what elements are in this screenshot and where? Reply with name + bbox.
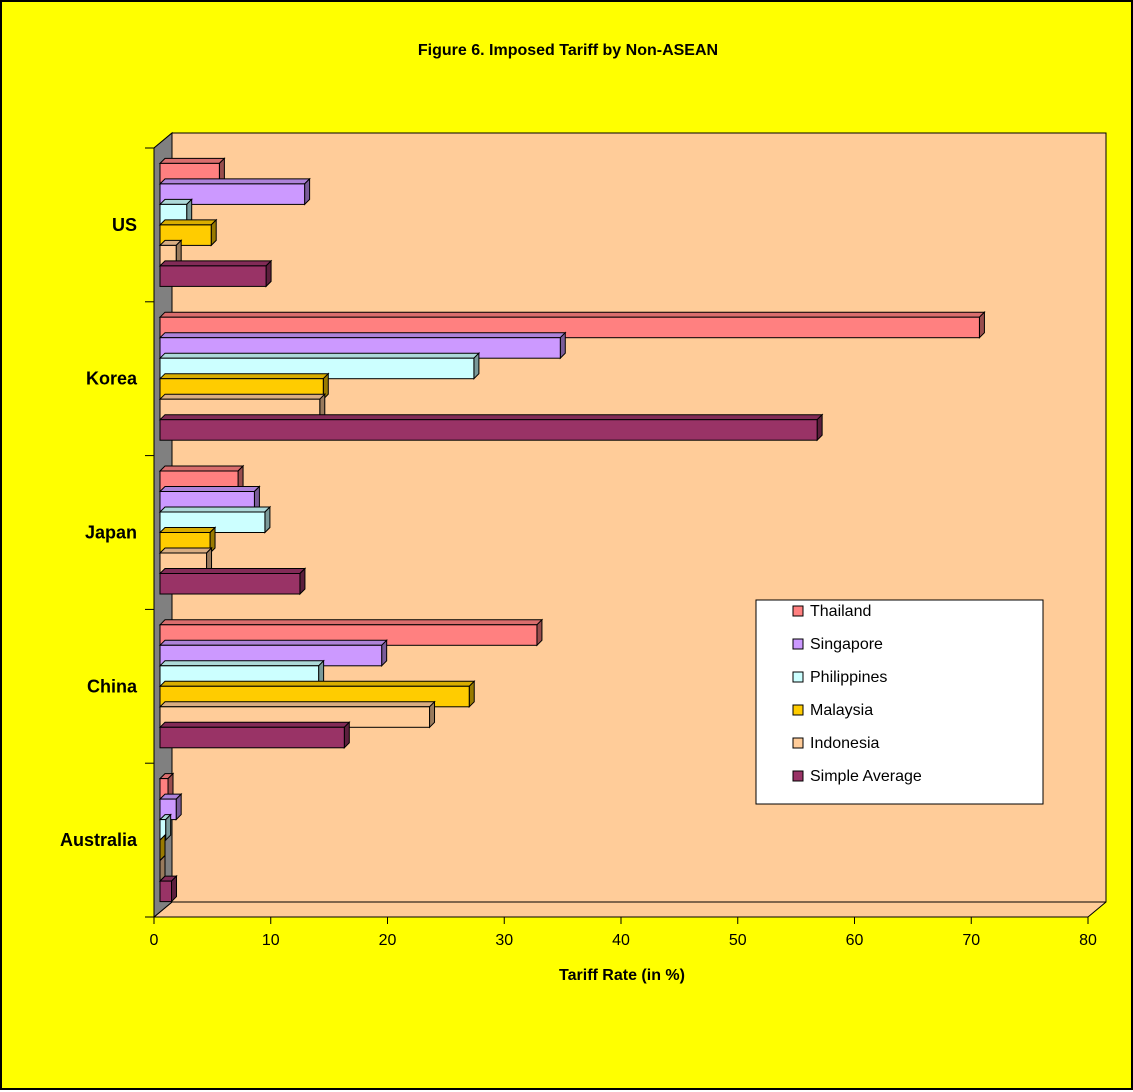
bar-side-face bbox=[978, 310, 985, 339]
bar-australia-simple-average bbox=[158, 874, 178, 903]
legend-item-malaysia: Malaysia bbox=[792, 702, 873, 719]
bar-top-face bbox=[158, 527, 217, 533]
bar-top-face bbox=[158, 619, 544, 626]
bar-top-face bbox=[158, 721, 351, 728]
bar-australia-indonesia bbox=[159, 854, 166, 883]
bar-side-face bbox=[171, 874, 178, 903]
bar-top-face bbox=[158, 465, 245, 472]
x-tick-label: 60 bbox=[846, 932, 864, 949]
x-tick-label: 30 bbox=[495, 932, 513, 949]
x-axis-title: Tariff Rate (in %) bbox=[559, 967, 685, 984]
legend-swatch bbox=[792, 704, 804, 716]
bar-front-face bbox=[159, 880, 173, 903]
bar-side-face bbox=[265, 259, 272, 288]
bar-side-face bbox=[816, 413, 823, 442]
bar-top-face bbox=[158, 219, 218, 226]
category-label-china: China bbox=[87, 676, 138, 696]
legend: Thailand Singapore Philippines Malaysia Indo… bbox=[755, 599, 1044, 805]
bar-top-face bbox=[158, 311, 986, 318]
bars-group bbox=[158, 157, 986, 903]
chart-title: Figure 6. Imposed Tariff by Non-ASEAN bbox=[418, 42, 718, 59]
legend-label: Malaysia bbox=[810, 702, 873, 719]
x-tick-label: 20 bbox=[379, 932, 397, 949]
bar-top-face bbox=[158, 157, 226, 164]
bar-side-face bbox=[304, 177, 311, 206]
x-tick-label: 0 bbox=[150, 932, 159, 949]
legend-swatch bbox=[792, 638, 804, 650]
legend-label: Simple Average bbox=[810, 768, 922, 785]
bar-side-face bbox=[536, 618, 543, 647]
bar-top-face bbox=[158, 701, 436, 708]
legend-swatch bbox=[792, 770, 804, 782]
bar-side-face bbox=[559, 331, 566, 360]
bar-top-face bbox=[158, 568, 307, 574]
legend-label: Singapore bbox=[810, 636, 883, 653]
bar-side-face bbox=[343, 721, 350, 750]
category-label-korea: Korea bbox=[86, 369, 138, 389]
x-tick-label: 50 bbox=[729, 932, 747, 949]
legend-item-philippines: Philippines bbox=[792, 669, 887, 686]
bar-side-face bbox=[468, 680, 475, 709]
bar-side-face bbox=[429, 700, 436, 729]
bar-front-face bbox=[159, 419, 818, 441]
bar-top-face bbox=[158, 486, 261, 492]
legend-label: Indonesia bbox=[810, 735, 879, 752]
bar-front-face bbox=[159, 183, 306, 205]
bar-front-face bbox=[159, 726, 345, 749]
legend-item-indonesia: Indonesia bbox=[792, 735, 879, 752]
bar-top-face bbox=[158, 414, 824, 421]
bar-china-simple-average bbox=[158, 721, 351, 750]
bar-australia-philippines bbox=[158, 813, 172, 842]
x-tick-label: 70 bbox=[962, 932, 980, 949]
bar-top-face bbox=[158, 393, 326, 400]
legend-swatch bbox=[792, 671, 804, 683]
y-axis-ticks bbox=[145, 147, 154, 918]
legend-label: Thailand bbox=[810, 603, 871, 620]
bar-us-singapore bbox=[158, 177, 311, 206]
bar-top-face bbox=[158, 547, 213, 554]
bar-side-face bbox=[210, 218, 217, 247]
x-tick-label: 40 bbox=[612, 932, 630, 949]
legend-item-thailand: Thailand bbox=[792, 603, 871, 620]
bar-top-face bbox=[158, 680, 476, 687]
x-tick-label: 80 bbox=[1079, 932, 1097, 949]
bar-side-face bbox=[165, 813, 172, 842]
x-tick-label: 10 bbox=[262, 932, 280, 949]
category-label-us: US bbox=[112, 215, 137, 235]
bar-side-face bbox=[299, 567, 306, 596]
bar-side-face bbox=[381, 639, 388, 668]
legend-swatch bbox=[792, 605, 804, 617]
legend-label: Philippines bbox=[810, 669, 887, 686]
bar-top-face bbox=[158, 332, 567, 339]
bar-korea-simple-average bbox=[158, 413, 824, 442]
bar-top-face bbox=[158, 178, 311, 185]
bar-side-face bbox=[473, 351, 480, 380]
bar-front-face bbox=[159, 573, 301, 595]
bar-front-face bbox=[159, 265, 267, 287]
bar-japan-simple-average bbox=[158, 567, 307, 596]
category-labels: Australia China Japan Korea US bbox=[60, 215, 138, 850]
bar-top-face bbox=[158, 352, 481, 359]
bar-side-face bbox=[264, 505, 271, 534]
category-label-japan: Japan bbox=[85, 523, 137, 543]
legend-item-singapore: Singapore bbox=[792, 636, 883, 653]
x-axis-ticks: 0 10 20 30 40 50 60 70 80 bbox=[150, 917, 1097, 949]
bar-us-simple-average bbox=[158, 259, 273, 288]
bar-side-face bbox=[175, 792, 182, 821]
bar-us-malaysia bbox=[158, 218, 218, 247]
legend-swatch bbox=[792, 737, 804, 749]
bar-top-face bbox=[158, 506, 272, 513]
category-label-australia: Australia bbox=[60, 830, 138, 850]
bar-top-face bbox=[158, 639, 388, 646]
bar-top-face bbox=[158, 373, 330, 380]
bar-top-face bbox=[158, 660, 325, 667]
legend-box bbox=[755, 599, 1044, 805]
bar-top-face bbox=[158, 260, 273, 267]
legend-item-simple-average: Simple Average bbox=[792, 768, 922, 785]
